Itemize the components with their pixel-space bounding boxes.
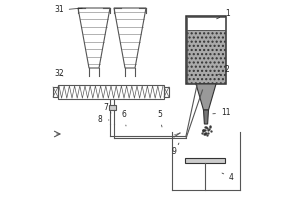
- Bar: [58, 85, 164, 99]
- Polygon shape: [203, 110, 208, 124]
- Text: 8: 8: [98, 116, 109, 124]
- Text: 7: 7: [103, 104, 111, 113]
- Text: 4: 4: [222, 173, 234, 182]
- Bar: [187, 30, 225, 83]
- Text: 31: 31: [54, 5, 82, 15]
- Text: 5: 5: [157, 110, 162, 127]
- Text: 9: 9: [172, 143, 179, 156]
- Text: 2: 2: [218, 66, 230, 75]
- Polygon shape: [196, 84, 216, 110]
- Text: 1: 1: [217, 9, 230, 19]
- Bar: [53, 87, 58, 97]
- Bar: [109, 105, 116, 110]
- Bar: [186, 16, 226, 84]
- Text: 6: 6: [122, 110, 127, 126]
- Bar: [164, 87, 169, 97]
- Bar: [185, 158, 225, 163]
- Text: 11: 11: [213, 108, 230, 117]
- Text: 32: 32: [54, 70, 64, 78]
- Bar: [187, 17, 225, 30]
